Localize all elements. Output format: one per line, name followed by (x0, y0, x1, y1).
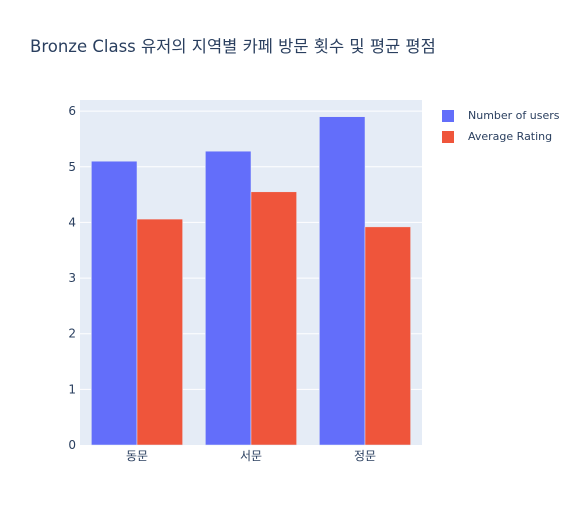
y-tick-label: 0 (68, 438, 76, 452)
legend-item-number-of-users[interactable]: Number of users (442, 105, 560, 126)
y-tick-label: 5 (68, 160, 76, 174)
y-tick-label: 3 (68, 271, 76, 285)
bar-average-rating-0[interactable] (136, 218, 183, 446)
legend-swatch-number-of-users (442, 109, 454, 122)
legend-label-average-rating: Average Rating (468, 130, 553, 143)
y-tick-label: 2 (68, 327, 76, 341)
x-tick-label: 서문 (240, 449, 262, 463)
bars (91, 116, 411, 446)
legend: Number of users Average Rating (442, 105, 560, 147)
x-axis-ticks: 동문 서문 정문 (126, 449, 376, 463)
legend-label-number-of-users: Number of users (468, 109, 560, 122)
x-tick-label: 동문 (126, 449, 148, 463)
bar-average-rating-1[interactable] (250, 191, 297, 446)
bar-number-of-users-0[interactable] (91, 160, 138, 446)
bar-number-of-users-1[interactable] (205, 150, 252, 446)
legend-item-average-rating[interactable]: Average Rating (442, 126, 560, 147)
x-tick-label: 정문 (354, 449, 376, 463)
y-tick-label: 4 (68, 215, 76, 229)
y-tick-label: 6 (68, 104, 76, 118)
y-tick-label: 1 (68, 382, 76, 396)
bar-number-of-users-2[interactable] (319, 116, 366, 446)
legend-swatch-average-rating (442, 130, 454, 143)
bar-average-rating-2[interactable] (364, 226, 411, 446)
y-axis-ticks: 0 1 2 3 4 5 6 (68, 104, 76, 452)
chart-title: Bronze Class 유저의 지역별 카페 방문 횟수 및 평균 평점 (30, 37, 436, 56)
